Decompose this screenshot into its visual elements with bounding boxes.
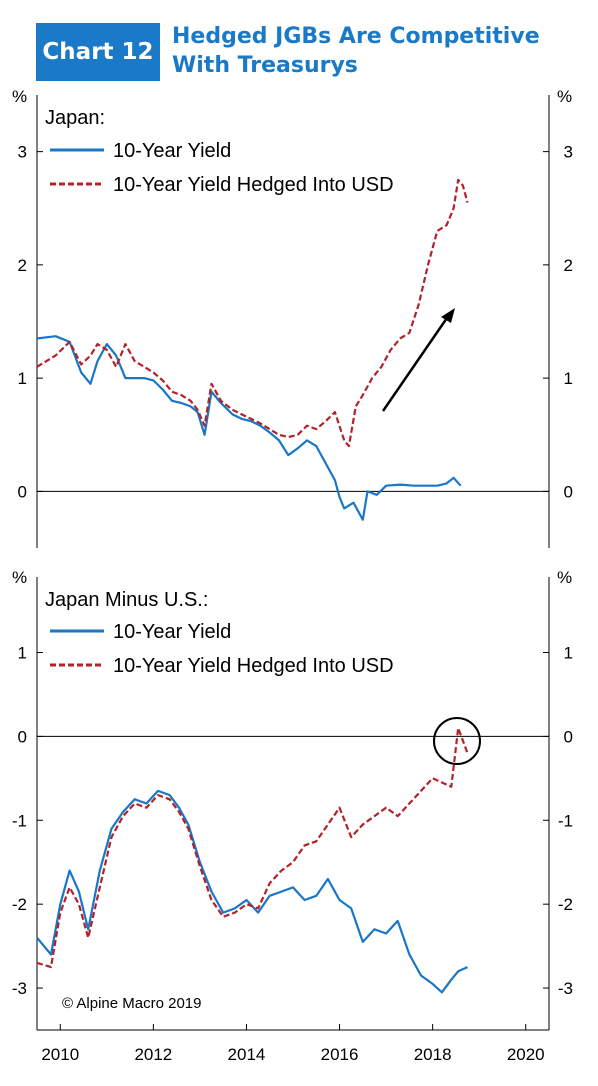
top-panel-left-unit: % [12, 87, 27, 106]
bottom-panel-title: Japan Minus U.S.: [45, 589, 208, 611]
y-tick-label-left: -3 [12, 979, 27, 998]
bottom-panel-left-unit: % [12, 568, 27, 587]
copyright-credit: © Alpine Macro 2019 [62, 995, 201, 1012]
upward-arrow-annotation [381, 308, 455, 412]
y-tick-label-left: 3 [18, 143, 27, 162]
y-tick-label-right: 3 [564, 143, 573, 162]
top-panel-right-unit: % [557, 87, 572, 106]
y-tick-label-right: 2 [564, 256, 573, 275]
series-line-hedged [36, 178, 469, 448]
x-tick-label: 2014 [228, 1045, 266, 1064]
bottom-panel-series [36, 726, 469, 994]
bottom-legend-label-2: 10-Year Yield Hedged Into USD [113, 655, 394, 677]
y-tick-label-left: 2 [18, 256, 27, 275]
top-legend-label-2: 10-Year Yield Hedged Into USD [113, 174, 394, 196]
x-tick-label: 2010 [41, 1045, 79, 1064]
chart-title: Hedged JGBs Are Competitive With Treasur… [172, 22, 582, 80]
y-tick-label-right: 0 [564, 727, 573, 746]
x-tick-label: 2018 [414, 1045, 452, 1064]
highlight-circle [433, 717, 481, 765]
top-panel-legend: 10-Year Yield 10-Year Yield Hedged Into … [50, 140, 394, 196]
chart-number-badge: Chart 12 [36, 23, 160, 81]
y-tick-label-left: 1 [18, 644, 27, 663]
bottom-panel-y-ticks: 1 1 0 0 -1 -1 -2 -2 -3 -3 [12, 644, 573, 999]
x-tick-label: 2012 [134, 1045, 172, 1064]
y-tick-label-left: 0 [18, 727, 27, 746]
x-axis-ticks: 2010 2012 2014 2016 2018 2020 [41, 1024, 545, 1064]
top-panel-series [36, 178, 469, 521]
y-tick-label-right: 0 [564, 482, 573, 501]
y-tick-label-right: 1 [564, 644, 573, 663]
bottom-panel-right-unit: % [557, 568, 572, 587]
y-tick-label-right: -1 [558, 811, 573, 830]
top-panel: % % Japan: 0 0 1 1 2 2 3 3 10-Year Yield 10-Yea… [12, 87, 573, 548]
chart-title-line-1: Hedged JGBs Are Competitive [172, 24, 540, 49]
series-line-unhedged [36, 789, 468, 994]
y-tick-label-left: 1 [18, 369, 27, 388]
chart-title-line-2: With Treasurys [172, 53, 358, 78]
series-line-hedged [36, 726, 469, 969]
y-tick-label-right: 1 [564, 369, 573, 388]
top-panel-title: Japan: [45, 107, 105, 129]
arrow-shaft [381, 314, 451, 412]
bottom-panel-legend: 10-Year Yield 10-Year Yield Hedged Into … [50, 621, 394, 677]
arrow-head-icon [441, 308, 455, 323]
y-tick-label-left: -1 [12, 811, 27, 830]
y-tick-label-left: -2 [12, 895, 27, 914]
bottom-legend-label-1: 10-Year Yield [113, 621, 231, 643]
top-panel-y-ticks: 0 0 1 1 2 2 3 3 [18, 143, 573, 502]
x-tick-label: 2020 [507, 1045, 545, 1064]
y-tick-label-left: 0 [18, 482, 27, 501]
top-legend-label-1: 10-Year Yield [113, 140, 231, 162]
y-tick-label-right: -3 [558, 979, 573, 998]
series-line-unhedged [36, 335, 462, 521]
y-tick-label-right: -2 [558, 895, 573, 914]
bottom-panel: % % Japan Minus U.S.: 1 1 0 0 -1 -1 -2 -2 -3 -3 1… [12, 568, 573, 1064]
x-tick-label: 2016 [321, 1045, 359, 1064]
